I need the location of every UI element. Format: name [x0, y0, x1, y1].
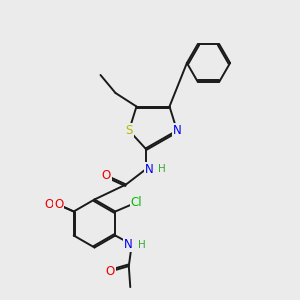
Text: H: H — [137, 239, 145, 250]
Text: O: O — [44, 197, 54, 211]
Text: O: O — [106, 265, 115, 278]
Text: N: N — [124, 238, 133, 251]
Text: O: O — [52, 197, 62, 211]
Text: O: O — [102, 169, 111, 182]
Text: H: H — [158, 164, 166, 175]
Text: S: S — [125, 124, 133, 137]
Text: N: N — [145, 163, 154, 176]
Text: N: N — [172, 124, 182, 137]
Text: O: O — [54, 198, 63, 212]
Text: Cl: Cl — [130, 196, 142, 209]
